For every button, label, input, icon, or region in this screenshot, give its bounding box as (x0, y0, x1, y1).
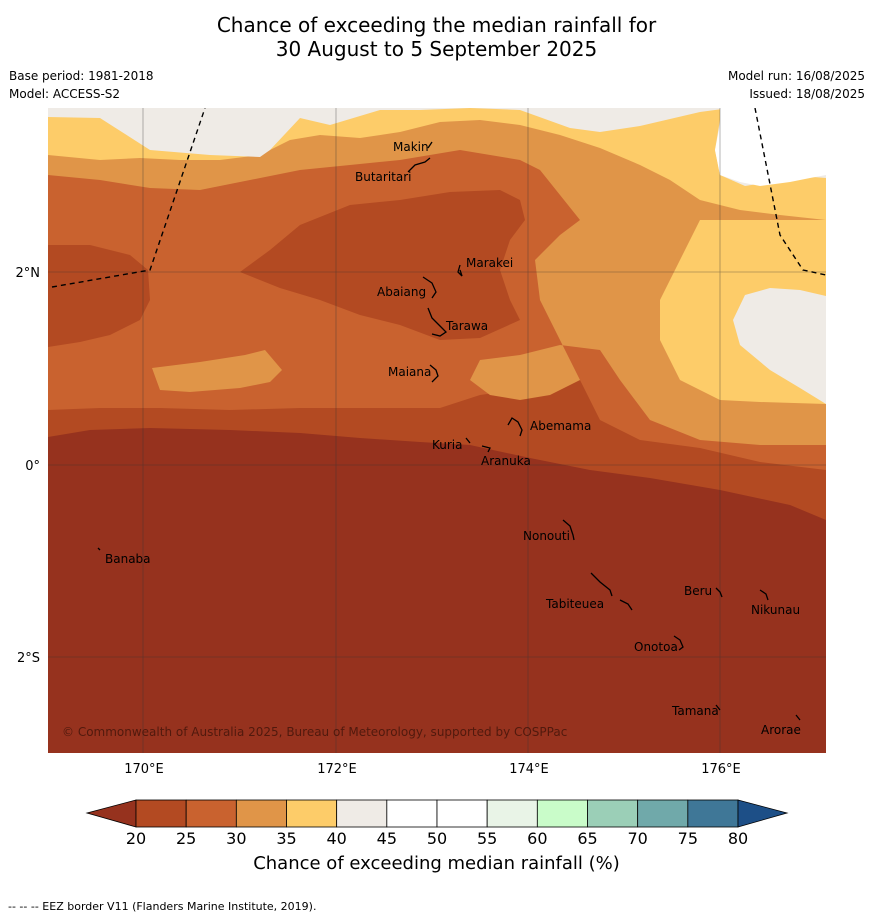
colorbar-swatch (235, 799, 287, 828)
colorbar-label: Chance of exceeding median rainfall (%) (253, 853, 620, 874)
island-outlines (97, 141, 801, 721)
colorbar-swatch (587, 799, 639, 828)
island-label-tabiteuea: Tabiteuea (545, 597, 604, 611)
axis-labels: 2°N 0° 2°S 170°E 172°E 174°E 176°E (16, 266, 741, 777)
colorbar-tick-label: 50 (427, 829, 447, 848)
island-label-tarawa: Tarawa (445, 319, 488, 333)
lon-label-172e: 172°E (317, 762, 357, 777)
colorbar-swatch (185, 799, 237, 828)
island-label-arorae: Arorae (761, 723, 801, 737)
eez-border (51, 108, 826, 288)
colorbar-tick-label: 20 (126, 829, 146, 848)
lon-label-170e: 170°E (124, 762, 164, 777)
island-label-nonouti: Nonouti (523, 529, 570, 543)
island-label-tamana: Tamana (671, 704, 719, 718)
island-labels: Makin Butaritari Marakei Abaiang Tarawa … (105, 140, 801, 737)
colorbar-tick-label: 60 (527, 829, 547, 848)
colorbar-swatch (436, 799, 488, 828)
copyright-notice: © Commonwealth of Australia 2025, Bureau… (62, 725, 567, 739)
island-label-banaba: Banaba (105, 552, 151, 566)
colorbar-swatch (386, 799, 438, 828)
island-label-beru: Beru (684, 584, 712, 598)
lon-label-176e: 176°E (701, 762, 741, 777)
colorbar-tick-label: 25 (176, 829, 196, 848)
island-label-abemama: Abemama (530, 419, 591, 433)
island-label-makin: Makin (393, 140, 429, 154)
base-period-text: Base period: 1981-2018 (9, 69, 154, 83)
colorbar-over-arrow (737, 799, 789, 828)
colorbar-tick-label: 40 (326, 829, 346, 848)
contour-fill (48, 108, 826, 753)
colorbar-swatch (536, 799, 588, 828)
island-label-marakei: Marakei (466, 256, 513, 270)
island-label-nikunau: Nikunau (751, 603, 800, 617)
graticule (48, 108, 826, 753)
island-label-aranuka: Aranuka (481, 454, 531, 468)
colorbar-tick-label: 45 (377, 829, 397, 848)
colorbar-tick-label: 55 (477, 829, 497, 848)
colorbar-under-arrow (85, 799, 137, 828)
colorbar-tick-label: 70 (627, 829, 647, 848)
colorbar-swatch (486, 799, 538, 828)
colorbar-tick-label: 65 (577, 829, 597, 848)
colorbar-swatch (135, 799, 187, 828)
colorbar-swatch (687, 799, 739, 828)
lat-label-0: 0° (25, 459, 40, 474)
island-label-onotoa: Onotoa (634, 640, 678, 654)
model-text: Model: ACCESS-S2 (9, 87, 121, 101)
island-label-kuria: Kuria (432, 438, 463, 452)
colorbar-swatch (336, 799, 388, 828)
lat-label-2n: 2°N (16, 266, 41, 281)
colorbar-swatch (286, 799, 338, 828)
model-run-text: Model run: 16/08/2025 (727, 69, 865, 83)
colorbar-swatch (637, 799, 689, 828)
island-label-abaiang: Abaiang (377, 285, 426, 299)
colorbar-tick-label: 30 (226, 829, 246, 848)
lon-label-174e: 174°E (509, 762, 549, 777)
colorbar-tick-label: 35 (276, 829, 296, 848)
map-title-line1: Chance of exceeding the median rainfall … (216, 13, 657, 37)
island-label-butaritari: Butaritari (355, 170, 412, 184)
colorbar-tick-label: 80 (728, 829, 748, 848)
island-label-maiana: Maiana (388, 365, 431, 379)
colorbar-tick-label: 75 (678, 829, 698, 848)
eez-footer-note: -- -- -- EEZ border V11 (Flanders Marine… (8, 900, 317, 913)
map-title-line2: 30 August to 5 September 2025 (275, 37, 598, 61)
lat-label-2s: 2°S (17, 651, 40, 666)
colorbar: 20 25 30 35 40 45 50 55 60 65 70 75 80 (85, 799, 789, 848)
issued-text: Issued: 18/08/2025 (749, 87, 865, 101)
